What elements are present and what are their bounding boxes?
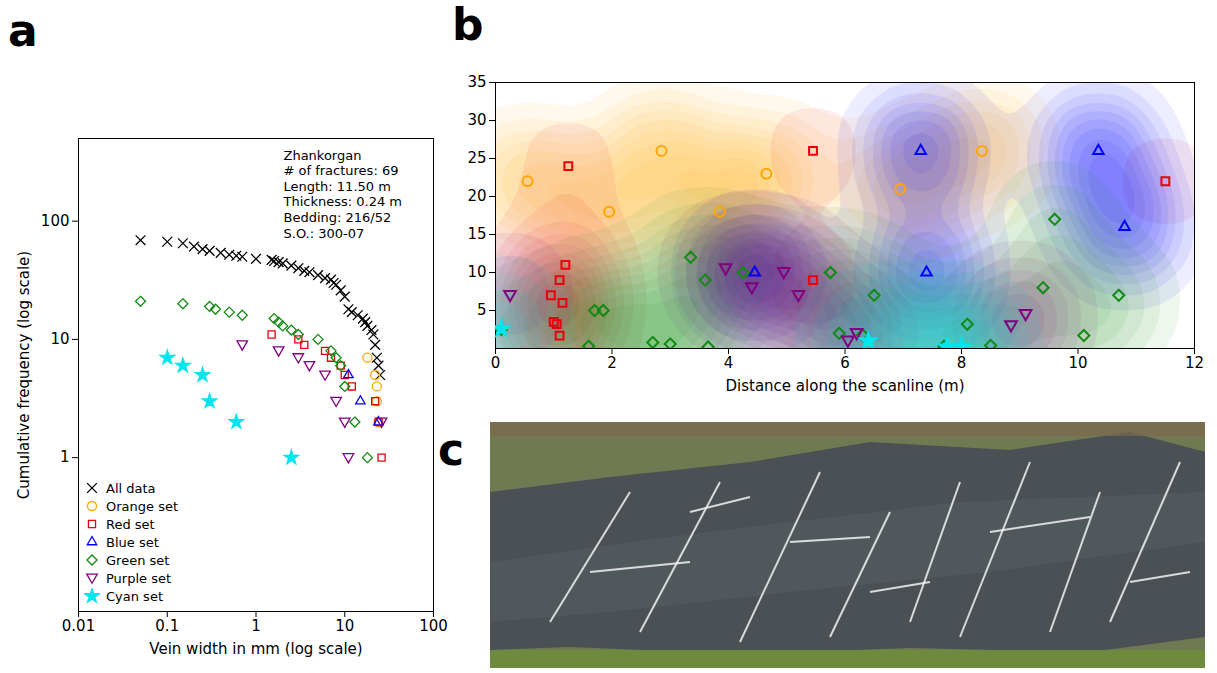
svg-text:35: 35 <box>467 73 486 91</box>
svg-text:100: 100 <box>41 212 70 230</box>
html-text:Orange set: Orange set <box>106 498 178 514</box>
svg-text:5: 5 <box>477 301 487 319</box>
svg-text:0.1: 0.1 <box>155 617 179 635</box>
svg-text:15: 15 <box>467 225 486 243</box>
svg-text:6: 6 <box>840 354 850 372</box>
html-text:Blue set: Blue set <box>106 534 159 550</box>
svg-text:25: 25 <box>467 149 486 167</box>
svg-text:10: 10 <box>467 263 486 281</box>
svg-text:1: 1 <box>251 617 261 635</box>
svg-text:10: 10 <box>50 330 69 348</box>
svg-text:10: 10 <box>1068 354 1087 372</box>
svg-text:0.01: 0.01 <box>62 617 95 635</box>
svg-text:30: 30 <box>467 111 486 129</box>
svg-text:10: 10 <box>335 617 354 635</box>
html-text:All data: All data <box>106 480 156 496</box>
svg-text:1: 1 <box>60 448 70 466</box>
html-text:Green set: Green set <box>106 552 170 568</box>
svg-text:4: 4 <box>724 354 734 372</box>
svg-text:Distance along the scanline (m: Distance along the scanline (m) <box>726 377 965 395</box>
html-text:c: c <box>438 424 465 475</box>
html-text:Cyan set: Cyan set <box>106 588 163 604</box>
svg-text:Zhankorgan# of fractures: 69Le: Zhankorgan# of fractures: 69Length: 11.5… <box>283 148 403 241</box>
svg-text:0: 0 <box>491 354 501 372</box>
html-text:Red set: Red set <box>106 516 155 532</box>
svg-text:12: 12 <box>1185 354 1204 372</box>
html-text:Purple set: Purple set <box>106 570 172 586</box>
svg-text:Cumulative frequency (log scal: Cumulative frequency (log scale) <box>15 251 33 499</box>
svg-text:20: 20 <box>467 187 486 205</box>
html-text:b: b <box>452 0 484 50</box>
svg-text:Vein width in mm (log scale): Vein width in mm (log scale) <box>149 640 362 658</box>
html-text:a: a <box>8 5 38 56</box>
svg-text:8: 8 <box>957 354 967 372</box>
svg-text:2: 2 <box>607 354 617 372</box>
svg-text:100: 100 <box>419 617 448 635</box>
